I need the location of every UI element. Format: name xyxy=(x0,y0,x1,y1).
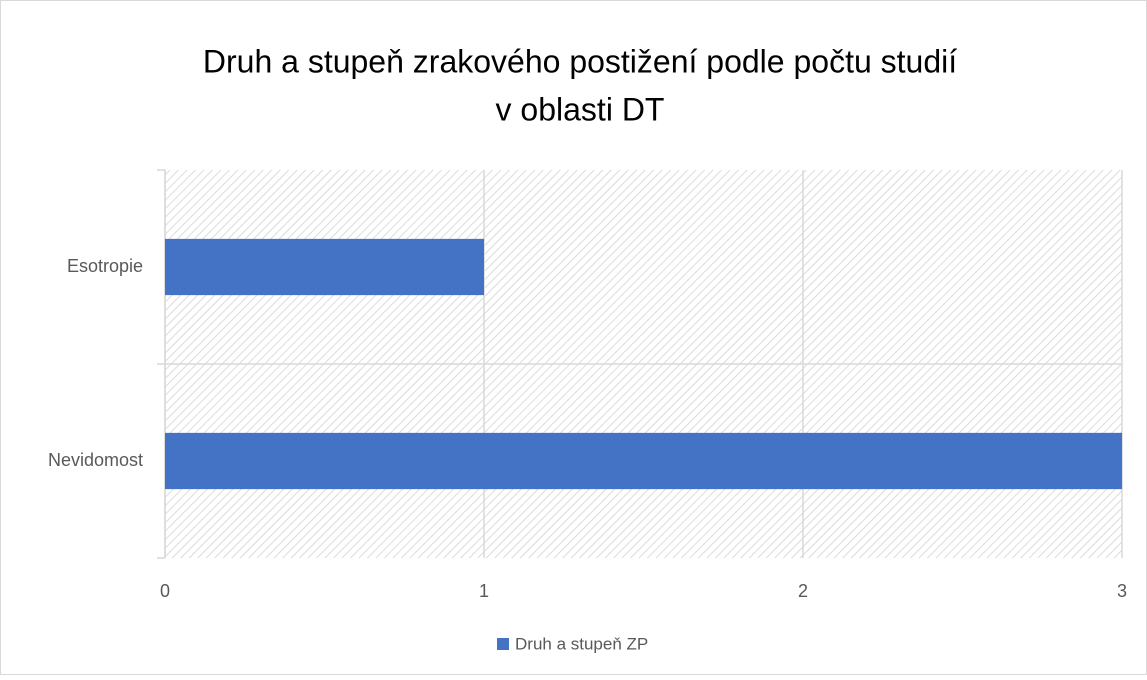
legend-swatch xyxy=(497,638,509,650)
chart-title: v oblasti DT xyxy=(496,91,665,127)
x-tick-label: 0 xyxy=(160,581,170,601)
y-tick-label: Esotropie xyxy=(67,256,143,276)
bar xyxy=(165,432,1122,490)
x-tick-label: 3 xyxy=(1117,581,1127,601)
legend-label: Druh a stupeň ZP xyxy=(515,634,648,653)
x-tick-label: 2 xyxy=(798,581,808,601)
chart-title: Druh a stupeň zrakového postižení podle … xyxy=(203,43,957,79)
bar xyxy=(165,238,484,296)
y-tick-label: Nevidomost xyxy=(48,450,143,470)
x-tick-label: 1 xyxy=(479,581,489,601)
